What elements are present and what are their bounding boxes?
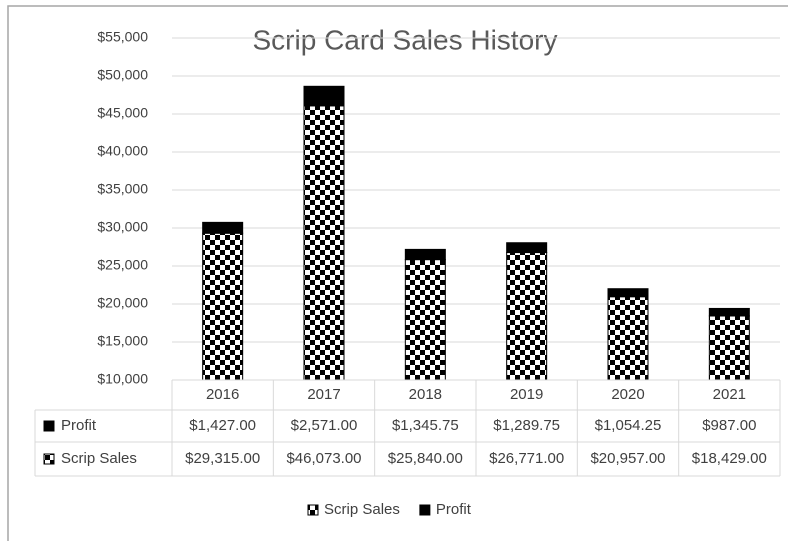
bar-segment [708, 315, 750, 381]
y-tick-label: $40,000 [97, 143, 148, 159]
legend-key [307, 504, 319, 516]
table-key [43, 420, 55, 432]
table-value: $1,054.25 [595, 417, 662, 434]
x-tick-label: 2020 [611, 386, 644, 403]
table-value: $29,315.00 [185, 450, 260, 467]
chart-title: Scrip Card Sales History [253, 24, 558, 55]
table-value: $1,345.75 [392, 417, 459, 434]
legend-label: Profit [436, 501, 472, 518]
table-value: $2,571.00 [291, 417, 358, 434]
x-tick-label: 2017 [307, 386, 340, 403]
y-tick-label: $45,000 [97, 105, 148, 121]
bar-segment [202, 232, 244, 381]
table-value: $20,957.00 [590, 450, 665, 467]
y-tick-label: $25,000 [97, 257, 148, 273]
bar-segment [506, 252, 548, 381]
bar-segment [708, 307, 750, 317]
table-value: $46,073.00 [286, 450, 361, 467]
y-tick-label: $15,000 [97, 333, 148, 349]
bar-segment [202, 221, 244, 234]
bar-segment [607, 288, 649, 298]
bar-segment [404, 259, 446, 381]
frame [7, 5, 788, 541]
bar-segment [303, 85, 345, 107]
y-tick-label: $50,000 [97, 67, 148, 83]
x-tick-label: 2016 [206, 386, 239, 403]
table-value: $18,429.00 [692, 450, 767, 467]
legend-key [419, 504, 431, 516]
y-tick-label: $55,000 [97, 29, 148, 45]
y-tick-label: $35,000 [97, 181, 148, 197]
table-key [43, 453, 55, 465]
table-value: $987.00 [702, 417, 756, 434]
table-value: $25,840.00 [388, 450, 463, 467]
row-label: Profit [61, 417, 97, 434]
x-tick-label: 2019 [510, 386, 543, 403]
legend-label: Scrip Sales [324, 501, 400, 518]
y-tick-label: $30,000 [97, 219, 148, 235]
x-tick-label: 2018 [409, 386, 442, 403]
x-tick-label: 2021 [713, 386, 746, 403]
bar-segment [506, 242, 548, 254]
bar-segment [404, 248, 446, 261]
table-value: $1,289.75 [493, 417, 560, 434]
bar-segment [607, 296, 649, 381]
y-tick-label: $20,000 [97, 295, 148, 311]
row-label: Scrip Sales [61, 450, 137, 467]
table-value: $1,427.00 [189, 417, 256, 434]
y-tick-label: $10,000 [97, 371, 148, 387]
table-value: $26,771.00 [489, 450, 564, 467]
bar-segment [303, 105, 345, 381]
